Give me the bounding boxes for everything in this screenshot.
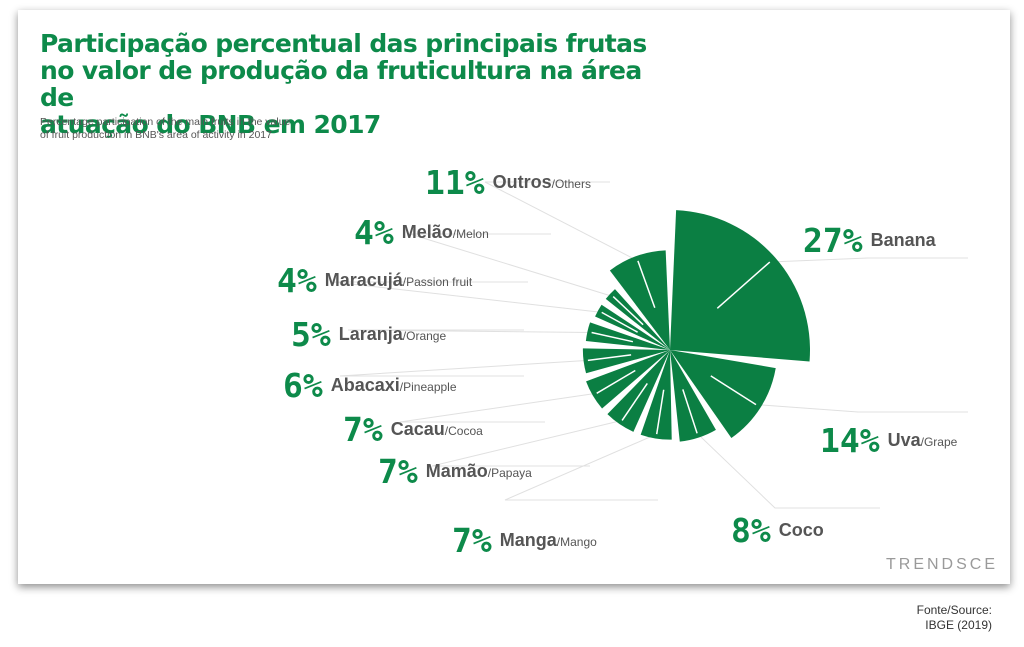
slice-english-label: /Others bbox=[552, 177, 591, 191]
slice-pointer-line bbox=[655, 389, 665, 435]
pie-slice-maracuja bbox=[595, 304, 670, 350]
slice-pointer-line bbox=[621, 382, 648, 421]
slice-name-label: Coco bbox=[779, 520, 824, 540]
pie-slice-laranja bbox=[585, 322, 670, 350]
slice-label: 8% Coco bbox=[731, 511, 824, 550]
chart-card bbox=[18, 10, 1010, 584]
slice-value-label: 8% bbox=[731, 511, 771, 550]
slice-name-label: Uva bbox=[888, 430, 922, 450]
slice-value-label: 5% bbox=[291, 315, 331, 354]
pie-slice-cacau bbox=[586, 350, 670, 409]
slice-english-label: /Cocoa bbox=[445, 424, 483, 438]
chart-subtitle: Percentage participation of the main fru… bbox=[40, 116, 440, 142]
slice-name-label: Laranja bbox=[339, 324, 404, 344]
label-leader-line bbox=[431, 419, 623, 467]
slice-pointer-line bbox=[601, 311, 638, 333]
slice-name-label: Banana bbox=[871, 230, 937, 250]
slice-value-label: 11% bbox=[425, 163, 485, 202]
slice-label: 27% Banana bbox=[803, 221, 937, 260]
chart-title-line-3: atuação do BNB em 2017 bbox=[40, 110, 381, 139]
pie-slice-coco bbox=[670, 350, 716, 442]
slice-pointer-line bbox=[716, 261, 771, 309]
slice-pointer-line bbox=[591, 331, 634, 343]
slice-value-label: 4% bbox=[277, 261, 317, 300]
slice-value-label: 7% bbox=[452, 521, 492, 560]
slice-label: 7% Cacau/Cocoa bbox=[343, 410, 483, 449]
label-leader-line bbox=[399, 392, 597, 423]
slice-name-label: Mamão bbox=[426, 461, 488, 481]
chart-title-line-2: no valor de produção da fruticultura na … bbox=[40, 56, 642, 112]
pie-slice-banana bbox=[670, 210, 811, 362]
slice-value-label: 7% bbox=[343, 410, 383, 449]
slice-label: 7% Manga/Mango bbox=[452, 521, 597, 560]
slice-label: 4% Melão/Melon bbox=[354, 213, 489, 252]
chart-title-line-1: Participação percentual das principais f… bbox=[40, 29, 647, 58]
slice-name-label: Maracujá bbox=[325, 270, 404, 290]
label-leader-line bbox=[769, 257, 968, 263]
label-leader-line bbox=[339, 359, 588, 377]
pie-slice-abacaxi bbox=[582, 348, 670, 374]
slice-pointer-line bbox=[710, 375, 757, 406]
slice-value-label: 27% bbox=[803, 221, 863, 260]
pie-slice-mamao bbox=[607, 350, 670, 432]
slice-value-label: 14% bbox=[820, 421, 880, 460]
slice-english-label: /Melon bbox=[453, 227, 489, 241]
pie-slice-manga bbox=[640, 350, 672, 440]
slice-label: 6% Abacaxi/Pineapple bbox=[283, 366, 457, 405]
slice-label: 11% Outros/Others bbox=[425, 163, 591, 202]
slice-pointer-line bbox=[637, 260, 656, 309]
slice-english-label: /Grape bbox=[921, 435, 958, 449]
slice-english-label: /Pineapple bbox=[400, 380, 457, 394]
pie-slice-uva bbox=[670, 350, 776, 438]
slice-english-label: /Papaya bbox=[488, 466, 532, 480]
slice-label: 7% Mamão/Papaya bbox=[378, 452, 532, 491]
slice-pointer-line bbox=[612, 296, 644, 326]
slice-name-label: Abacaxi bbox=[331, 375, 400, 395]
label-leader-line bbox=[504, 433, 658, 501]
slice-value-label: 6% bbox=[283, 366, 323, 405]
label-leader-line bbox=[696, 432, 880, 509]
slice-name-label: Manga bbox=[500, 530, 558, 550]
slice-english-label: /Passion fruit bbox=[403, 275, 473, 289]
slice-english-label: /Mango bbox=[557, 535, 597, 549]
slice-pointer-line bbox=[682, 389, 698, 434]
slice-label: 14% Uva/Grape bbox=[820, 421, 958, 460]
slice-name-label: Outros bbox=[493, 172, 552, 192]
slice-label: 4% Maracujá/Passion fruit bbox=[277, 261, 473, 300]
slice-pointer-line bbox=[587, 354, 632, 362]
chart-subtitle-line-2: of fruit production in BNB's area of act… bbox=[40, 129, 272, 141]
source-note: Fonte/Source: IBGE (2019) bbox=[917, 603, 992, 633]
chart-title: Participação percentual das principais f… bbox=[40, 30, 680, 138]
pie-slice-outros bbox=[609, 250, 670, 350]
label-leader-line bbox=[332, 281, 602, 313]
slice-value-label: 7% bbox=[378, 452, 418, 491]
label-leader-line bbox=[755, 404, 968, 413]
source-label: Fonte/Source: bbox=[916, 603, 992, 617]
label-leader-line bbox=[484, 181, 639, 262]
slice-label: 5% Laranja/Orange bbox=[291, 315, 446, 354]
slice-name-label: Melão bbox=[402, 222, 453, 242]
slice-english-label: /Orange bbox=[403, 329, 447, 343]
source-value: IBGE (2019) bbox=[925, 618, 992, 632]
label-leader-line bbox=[409, 233, 614, 298]
slice-name-label: Cacau bbox=[391, 419, 445, 439]
slice-pointer-line bbox=[596, 369, 636, 394]
label-leader-line bbox=[347, 329, 592, 333]
brand-logo: TRENDSCE bbox=[886, 556, 999, 573]
chart-subtitle-line-1: Percentage participation of the main fru… bbox=[40, 116, 291, 128]
slice-value-label: 4% bbox=[354, 213, 394, 252]
